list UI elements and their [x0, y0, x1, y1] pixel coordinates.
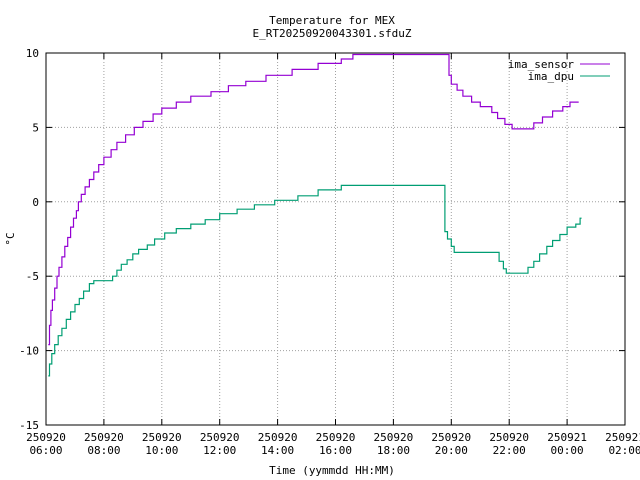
x-tick-date-label: 250921 — [547, 431, 587, 444]
x-tick-time-label: 12:00 — [203, 444, 236, 457]
x-tick-time-label: 20:00 — [435, 444, 468, 457]
x-tick-date-label: 250920 — [84, 431, 124, 444]
grid — [46, 53, 625, 425]
x-tick-date-label: 250920 — [142, 431, 182, 444]
x-tick-time-label: 14:00 — [261, 444, 294, 457]
plot-frame — [45, 52, 626, 426]
x-tick-time-label: 02:00 — [608, 444, 640, 457]
x-tick-date-label: 250920 — [316, 431, 356, 444]
x-axis-label: Time (yymmdd HH:MM) — [269, 464, 395, 477]
x-tick-time-label: 06:00 — [29, 444, 62, 457]
x-tick-time-label: 10:00 — [145, 444, 178, 457]
y-tick-label: -15 — [19, 419, 39, 432]
x-tick-time-label: 16:00 — [319, 444, 352, 457]
x-tick-date-label: 250920 — [26, 431, 66, 444]
y-axis-ticks: -15 -10 -5 0 5 10 — [19, 47, 625, 432]
y-tick-label: 5 — [32, 121, 39, 134]
y-tick-label: 0 — [32, 196, 39, 209]
x-tick-time-label: 00:00 — [551, 444, 584, 457]
y-tick-label: 10 — [26, 47, 39, 60]
y-axis-label: °C — [4, 232, 17, 245]
legend-label-ima-dpu: ima_dpu — [528, 70, 574, 83]
y-tick-label: -10 — [19, 345, 39, 358]
series-line-ima-dpu — [48, 184, 582, 377]
series-line-ima-sensor — [48, 53, 579, 346]
legend: ima_sensor ima_dpu — [508, 58, 610, 83]
x-tick-date-label: 250920 — [258, 431, 298, 444]
x-tick-date-label: 250921 — [605, 431, 640, 444]
chart-subtitle: E_RT20250920043301.sfduZ — [253, 27, 412, 40]
y-tick-label: -5 — [26, 270, 39, 283]
x-tick-time-label: 08:00 — [87, 444, 120, 457]
x-tick-time-label: 22:00 — [493, 444, 526, 457]
legend-label-ima-sensor: ima_sensor — [508, 58, 575, 71]
x-tick-date-label: 250920 — [431, 431, 471, 444]
x-tick-date-label: 250920 — [200, 431, 240, 444]
series-lines — [48, 53, 582, 377]
x-tick-time-label: 18:00 — [377, 444, 410, 457]
x-tick-date-label: 250920 — [374, 431, 414, 444]
x-axis-ticks: 25092006:0025092008:0025092010:002509201… — [26, 53, 640, 457]
x-tick-date-label: 250920 — [489, 431, 529, 444]
chart-title: Temperature for MEX — [269, 14, 395, 27]
